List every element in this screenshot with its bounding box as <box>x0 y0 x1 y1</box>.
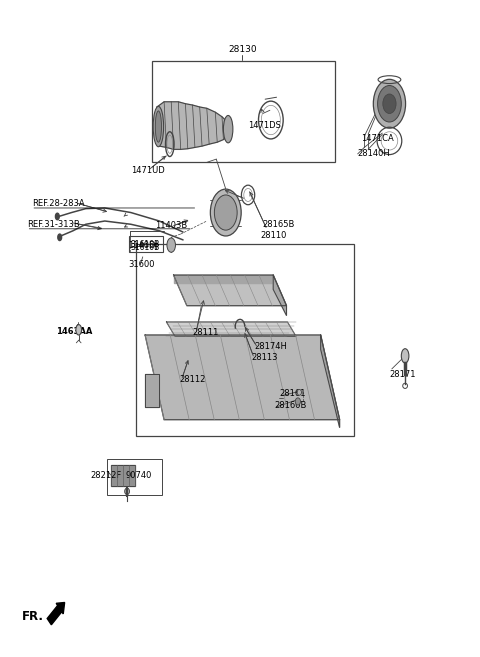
Text: REF.28-283A: REF.28-283A <box>32 199 85 208</box>
Text: 11403B: 11403B <box>155 221 187 230</box>
Ellipse shape <box>58 234 61 240</box>
Text: 28171: 28171 <box>389 370 416 378</box>
Ellipse shape <box>156 111 161 142</box>
Polygon shape <box>157 102 228 149</box>
Text: 1471CA: 1471CA <box>361 134 394 143</box>
Bar <box>136 244 354 436</box>
Polygon shape <box>273 275 287 315</box>
Text: 1471DS: 1471DS <box>249 121 281 129</box>
Bar <box>107 459 162 495</box>
Ellipse shape <box>378 85 401 122</box>
Text: 28111: 28111 <box>192 328 219 337</box>
Text: 28110: 28110 <box>260 231 286 240</box>
Text: FR.: FR. <box>22 610 44 623</box>
Text: 31600: 31600 <box>129 260 155 269</box>
Ellipse shape <box>125 488 130 495</box>
Text: 28165B: 28165B <box>263 220 295 229</box>
Bar <box>152 61 335 162</box>
Text: 1463AA: 1463AA <box>56 327 92 336</box>
Ellipse shape <box>56 213 59 219</box>
Text: 28112: 28112 <box>179 374 205 384</box>
Ellipse shape <box>295 398 300 405</box>
Text: 28160B: 28160B <box>274 401 307 410</box>
Polygon shape <box>111 465 135 486</box>
Ellipse shape <box>167 238 176 252</box>
Polygon shape <box>321 335 340 428</box>
Text: 31610B: 31610B <box>130 240 159 249</box>
Text: 28113: 28113 <box>252 353 278 361</box>
Polygon shape <box>145 335 340 420</box>
Text: 28174H: 28174H <box>254 342 287 351</box>
Ellipse shape <box>210 189 241 236</box>
Ellipse shape <box>297 390 301 396</box>
Polygon shape <box>174 275 273 283</box>
Polygon shape <box>145 374 159 407</box>
Text: 28161: 28161 <box>279 389 305 398</box>
Ellipse shape <box>223 116 233 143</box>
Text: 90740: 90740 <box>125 470 152 480</box>
Polygon shape <box>174 275 287 306</box>
Polygon shape <box>167 322 296 336</box>
Ellipse shape <box>401 349 409 363</box>
Text: 1140DJ: 1140DJ <box>129 240 158 250</box>
Text: 28212F: 28212F <box>91 470 122 480</box>
Text: 31610B: 31610B <box>130 243 159 252</box>
Bar <box>129 236 163 252</box>
Text: REF.31-313B: REF.31-313B <box>27 220 80 229</box>
Ellipse shape <box>76 325 82 335</box>
Text: 28130: 28130 <box>228 45 257 54</box>
Ellipse shape <box>153 106 164 147</box>
FancyArrow shape <box>47 602 65 625</box>
Ellipse shape <box>383 94 396 114</box>
Text: 28140H: 28140H <box>358 149 390 158</box>
Ellipse shape <box>373 79 406 128</box>
Text: 1471UD: 1471UD <box>131 166 165 175</box>
Ellipse shape <box>215 195 237 230</box>
